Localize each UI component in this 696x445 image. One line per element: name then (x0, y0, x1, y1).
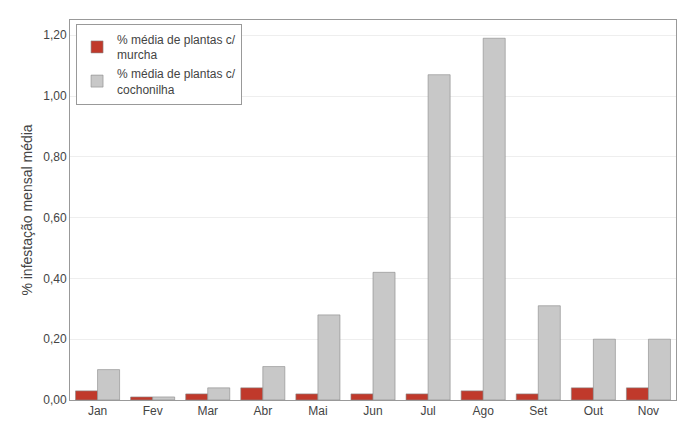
svg-text:Set: Set (529, 404, 548, 418)
svg-text:Out: Out (584, 404, 604, 418)
svg-text:1,20: 1,20 (43, 28, 67, 42)
svg-text:Jun: Jun (363, 404, 382, 418)
svg-text:0,20: 0,20 (43, 332, 67, 346)
svg-text:0,00: 0,00 (43, 393, 67, 407)
svg-text:Mar: Mar (197, 404, 218, 418)
svg-text:% infestação mensal média: % infestação mensal média (19, 124, 35, 295)
svg-text:Abr: Abr (253, 404, 272, 418)
svg-text:Nov: Nov (638, 404, 659, 418)
svg-text:0,60: 0,60 (43, 211, 67, 225)
svg-text:Mai: Mai (308, 404, 327, 418)
svg-text:% média de plantas c/cochonilh: % média de plantas c/cochonilha (117, 67, 236, 97)
svg-text:1,00: 1,00 (43, 89, 67, 103)
svg-text:Fev: Fev (143, 404, 163, 418)
svg-text:Jul: Jul (420, 404, 435, 418)
svg-text:Jan: Jan (88, 404, 107, 418)
svg-text:Ago: Ago (473, 404, 495, 418)
svg-text:% média de plantas c/murcha: % média de plantas c/murcha (117, 33, 236, 63)
svg-text:0,40: 0,40 (43, 272, 67, 286)
svg-text:0,80: 0,80 (43, 150, 67, 164)
